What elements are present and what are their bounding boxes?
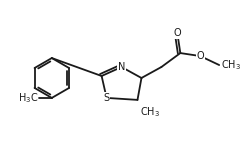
- Text: S: S: [104, 93, 110, 103]
- Text: H$_3$C: H$_3$C: [17, 91, 38, 105]
- Text: O: O: [197, 51, 204, 61]
- Text: CH$_3$: CH$_3$: [221, 58, 241, 72]
- Text: N: N: [118, 62, 125, 72]
- Text: O: O: [173, 28, 181, 38]
- Text: CH$_3$: CH$_3$: [140, 105, 160, 119]
